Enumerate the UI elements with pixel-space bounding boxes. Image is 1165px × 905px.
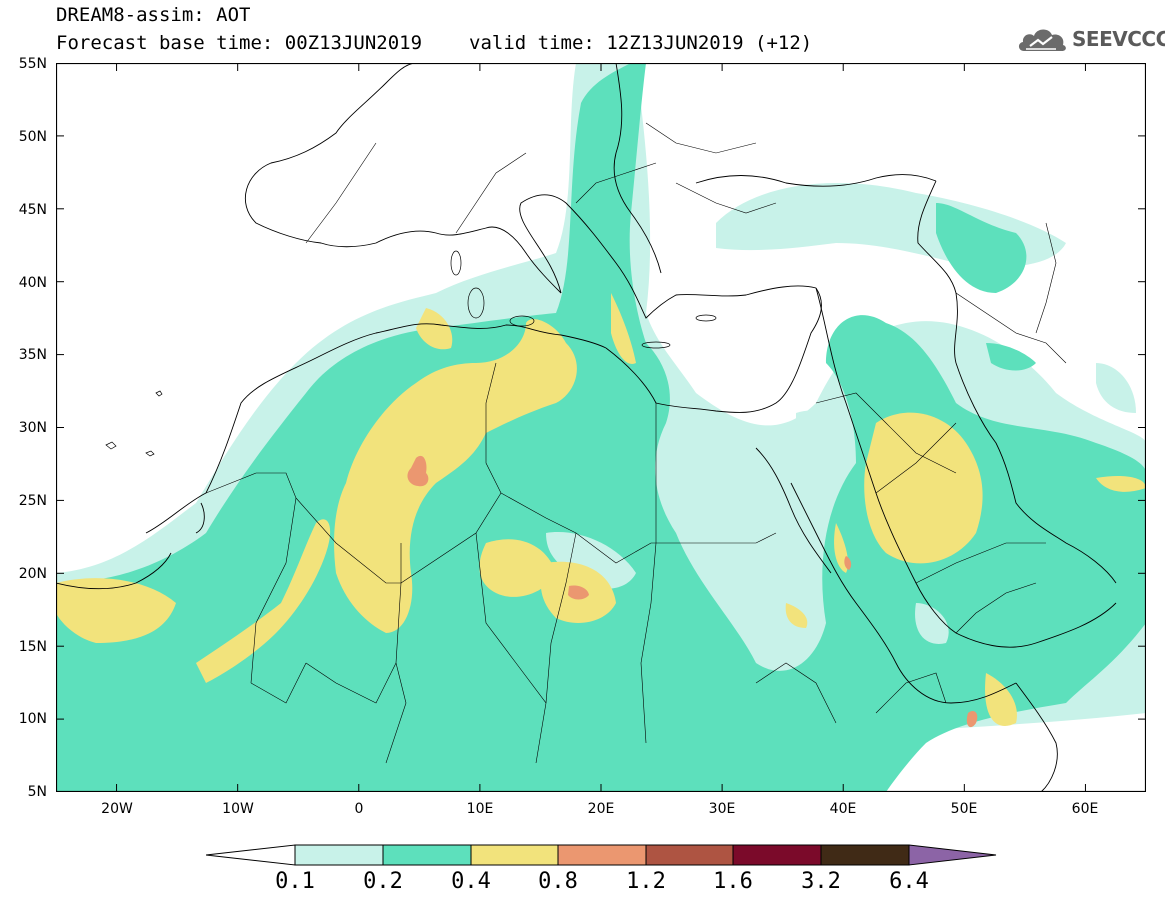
colorbar-segment xyxy=(470,844,559,866)
map-canvas xyxy=(56,63,1146,792)
colorbar-label: 1.2 xyxy=(626,869,666,894)
lat-label: 55N xyxy=(18,56,47,72)
seevccc-logo: SEEVCCC xyxy=(1016,24,1165,54)
lon-label: 0 xyxy=(354,801,364,817)
lon-label: 10E xyxy=(466,801,494,817)
colorbar-label: 3.2 xyxy=(801,869,841,894)
base-time: Forecast base time: 00Z13JUN2019 xyxy=(56,32,423,54)
lon-label: 20W xyxy=(101,801,133,817)
colorbar-segment xyxy=(294,844,384,866)
lat-label: 40N xyxy=(18,275,47,291)
lat-label: 35N xyxy=(18,347,47,363)
lat-label: 5N xyxy=(27,784,47,800)
lat-label: 25N xyxy=(18,493,47,509)
aot-level-0.4 xyxy=(56,293,1146,726)
axis-ticks xyxy=(56,63,1146,792)
lon-label: 30E xyxy=(708,801,736,817)
lon-label: 60E xyxy=(1071,801,1099,817)
lon-label: 50E xyxy=(950,801,978,817)
colorbar-segment xyxy=(820,844,910,866)
colorbar-label: 0.8 xyxy=(538,869,578,894)
lon-label: 20E xyxy=(587,801,615,817)
cloud-logo-icon xyxy=(1018,29,1066,51)
islands xyxy=(105,250,717,457)
colorbar-segment xyxy=(382,844,472,866)
lat-label: 10N xyxy=(18,711,47,727)
colorbar-label: 1.6 xyxy=(713,869,753,894)
aot-level-0.2 xyxy=(56,63,1146,792)
colorbar-segment xyxy=(732,844,822,866)
colorbar-label: 6.4 xyxy=(889,869,929,894)
colorbar-label: 0.1 xyxy=(275,869,315,894)
colorbar xyxy=(206,844,997,866)
aot-level-0.8 xyxy=(407,455,978,728)
lat-label: 30N xyxy=(18,420,47,436)
lat-label: 45N xyxy=(18,202,47,218)
colorbar-under-arrow xyxy=(206,844,296,866)
colorbar-label: 0.2 xyxy=(363,869,403,894)
lat-label: 50N xyxy=(18,129,47,145)
aot-field xyxy=(56,63,1146,792)
aot-map xyxy=(56,63,1146,792)
colorbar-segment xyxy=(557,844,647,866)
colorbar-over-arrow xyxy=(908,844,997,866)
colorbar-label: 0.4 xyxy=(451,869,491,894)
lat-label: 20N xyxy=(18,566,47,582)
logo-text: SEEVCCC xyxy=(1072,27,1165,51)
lon-label: 10W xyxy=(222,801,254,817)
aot-level-0.1-inner xyxy=(546,410,949,644)
lon-label: 40E xyxy=(829,801,857,817)
map-title: DREAM8-assim: AOT xyxy=(56,4,251,26)
valid-time: valid time: 12Z13JUN2019 (+12) xyxy=(469,32,813,54)
lat-label: 15N xyxy=(18,639,47,655)
time-info: Forecast base time: 00Z13JUN2019 valid ti… xyxy=(56,32,812,54)
country-borders xyxy=(205,122,1067,764)
colorbar-segment xyxy=(645,844,734,866)
